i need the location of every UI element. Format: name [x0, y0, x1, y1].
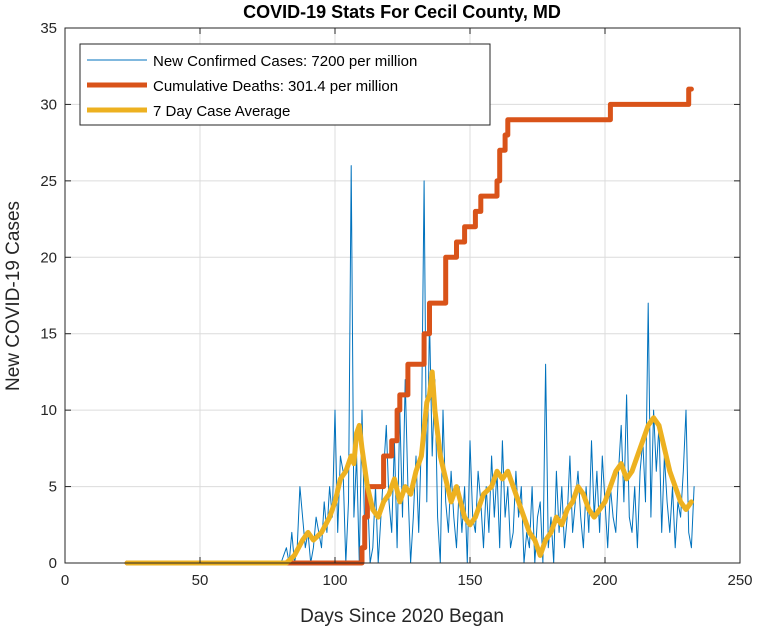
y-tick-label: 0	[49, 555, 57, 572]
y-tick-label: 25	[40, 173, 57, 190]
legend-label-7day-average: 7 Day Case Average	[153, 103, 290, 120]
x-tick-label: 100	[322, 572, 347, 589]
y-tick-label: 35	[40, 20, 57, 37]
series-layer	[124, 86, 695, 566]
series-cumulative-deaths-line	[124, 86, 694, 566]
x-axis-title: Days Since 2020 Began	[300, 606, 504, 627]
x-tick-label: 0	[61, 572, 69, 589]
y-tick-label: 5	[49, 479, 57, 496]
y-tick-label: 30	[40, 96, 57, 113]
series-7day-average-line	[124, 369, 694, 566]
x-tick-label: 50	[192, 572, 209, 589]
legend-label-new-cases: New Confirmed Cases: 7200 per million	[153, 53, 417, 70]
tick-layer: 0 50 100 150 200 250 0 5 10 15 20 25 30 35	[40, 20, 752, 589]
y-tick-label: 10	[40, 402, 57, 419]
x-tick-label: 150	[457, 572, 482, 589]
legend-label-cumulative-deaths: Cumulative Deaths: 301.4 per million	[153, 78, 398, 95]
y-tick-label: 15	[40, 326, 57, 343]
x-tick-label: 250	[727, 572, 752, 589]
y-tick-label: 20	[40, 249, 57, 266]
y-axis-title: New COVID-19 Cases	[3, 201, 24, 391]
plot-frame	[64, 27, 741, 564]
x-tick-label: 200	[592, 572, 617, 589]
chart-title: COVID-19 Stats For Cecil County, MD	[243, 2, 561, 22]
legend-box	[79, 43, 491, 126]
legend: New Confirmed Cases: 7200 per million Cu…	[79, 43, 491, 126]
